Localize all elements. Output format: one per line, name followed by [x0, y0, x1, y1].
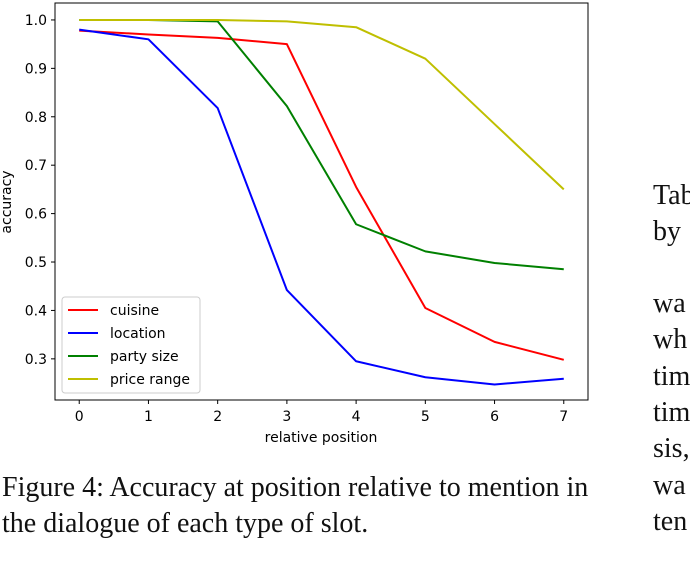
y-tick-label: 0.9 — [25, 61, 47, 77]
side-text-line: wh — [653, 324, 688, 356]
y-tick-label: 1.0 — [25, 13, 47, 29]
y-tick-label: 0.4 — [25, 303, 47, 319]
x-tick-label: 1 — [144, 409, 153, 425]
x-tick-label: 6 — [490, 409, 499, 425]
x-axis-label: relative position — [265, 430, 378, 446]
side-text-line: by — [653, 216, 681, 248]
y-tick-label: 0.6 — [25, 207, 47, 223]
side-text-line: wa — [653, 287, 686, 319]
legend-label: location — [110, 326, 166, 342]
side-text-line: sis, — [653, 433, 690, 465]
x-tick-label: 3 — [282, 409, 291, 425]
legend: cuisine location party size price range — [61, 296, 201, 394]
series-line-cuisine — [79, 29, 565, 361]
side-text-line: tim — [653, 360, 690, 392]
legend-label: cuisine — [110, 303, 159, 319]
accuracy-line-chart: 0 1 2 3 4 5 6 7 0.3 0.4 0.5 0.6 0.7 0.8 0.9 1.0 relati… — [0, 2, 589, 446]
y-tick-label: 0.7 — [25, 158, 47, 174]
x-tick-label: 7 — [559, 409, 568, 425]
y-axis-label: accuracy — [0, 170, 15, 233]
x-tick-label: 2 — [213, 409, 222, 425]
side-text-line: wa — [653, 469, 686, 501]
side-text-line: ten — [653, 506, 688, 538]
y-tick-label: 0.8 — [25, 110, 47, 126]
series-line-location — [79, 28, 564, 386]
figure-caption: Figure 4: Accuracy at position relative … — [2, 472, 589, 539]
x-tick-label: 5 — [421, 409, 430, 425]
side-text-line: tim — [653, 397, 690, 429]
y-tick-label: 0.5 — [25, 255, 47, 271]
y-axis-ticks: 0.3 0.4 0.5 0.6 0.7 0.8 0.9 1.0 — [25, 13, 55, 368]
x-axis-ticks: 0 1 2 3 4 5 6 7 — [75, 400, 568, 425]
adjacent-column-text: Tab by wa wh tim tim sis, wa ten — [653, 178, 690, 541]
x-tick-label: 4 — [352, 409, 361, 425]
series-lines — [79, 18, 565, 386]
legend-label: party size — [110, 349, 179, 365]
side-text-line: Tab — [653, 180, 690, 211]
x-tick-label: 0 — [75, 409, 84, 425]
y-tick-label: 0.3 — [25, 352, 47, 368]
legend-box — [61, 296, 201, 394]
series-line-price-range — [79, 18, 565, 191]
legend-label: price range — [110, 372, 190, 388]
